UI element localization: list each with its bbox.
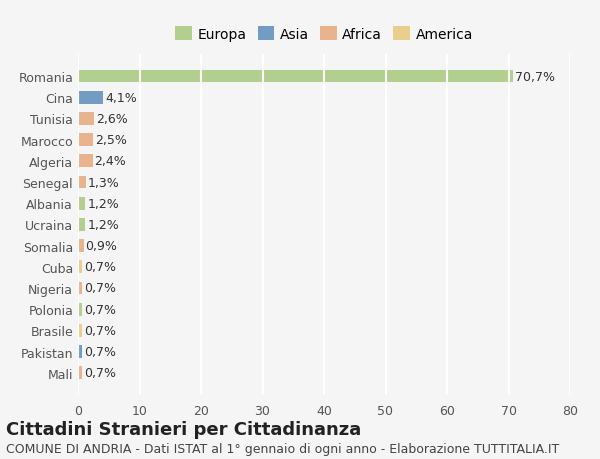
- Legend: Europa, Asia, Africa, America: Europa, Asia, Africa, America: [170, 21, 478, 47]
- Bar: [78, 113, 94, 125]
- Bar: [78, 155, 93, 168]
- Text: 0,9%: 0,9%: [85, 240, 117, 252]
- Text: Cittadini Stranieri per Cittadinanza: Cittadini Stranieri per Cittadinanza: [6, 420, 361, 438]
- Bar: [78, 176, 86, 189]
- Bar: [78, 367, 82, 379]
- Text: COMUNE DI ANDRIA - Dati ISTAT al 1° gennaio di ogni anno - Elaborazione TUTTITAL: COMUNE DI ANDRIA - Dati ISTAT al 1° genn…: [6, 442, 559, 454]
- Bar: [78, 346, 82, 358]
- Text: 0,7%: 0,7%: [84, 303, 116, 316]
- Bar: [78, 282, 82, 295]
- Text: 0,7%: 0,7%: [84, 261, 116, 274]
- Text: 1,3%: 1,3%: [88, 176, 119, 189]
- Bar: [78, 303, 82, 316]
- Text: 2,4%: 2,4%: [95, 155, 127, 168]
- Text: 70,7%: 70,7%: [515, 70, 554, 84]
- Text: 1,2%: 1,2%: [87, 218, 119, 231]
- Bar: [78, 71, 513, 83]
- Text: 2,5%: 2,5%: [95, 134, 127, 147]
- Bar: [78, 134, 94, 147]
- Text: 2,6%: 2,6%: [96, 112, 128, 126]
- Bar: [78, 325, 82, 337]
- Bar: [78, 240, 83, 252]
- Text: 1,2%: 1,2%: [87, 197, 119, 210]
- Text: 0,7%: 0,7%: [84, 282, 116, 295]
- Bar: [78, 92, 103, 104]
- Bar: [78, 261, 82, 274]
- Text: 0,7%: 0,7%: [84, 324, 116, 337]
- Text: 0,7%: 0,7%: [84, 345, 116, 358]
- Bar: [78, 197, 85, 210]
- Bar: [78, 218, 85, 231]
- Text: 4,1%: 4,1%: [105, 91, 137, 105]
- Text: 0,7%: 0,7%: [84, 366, 116, 380]
